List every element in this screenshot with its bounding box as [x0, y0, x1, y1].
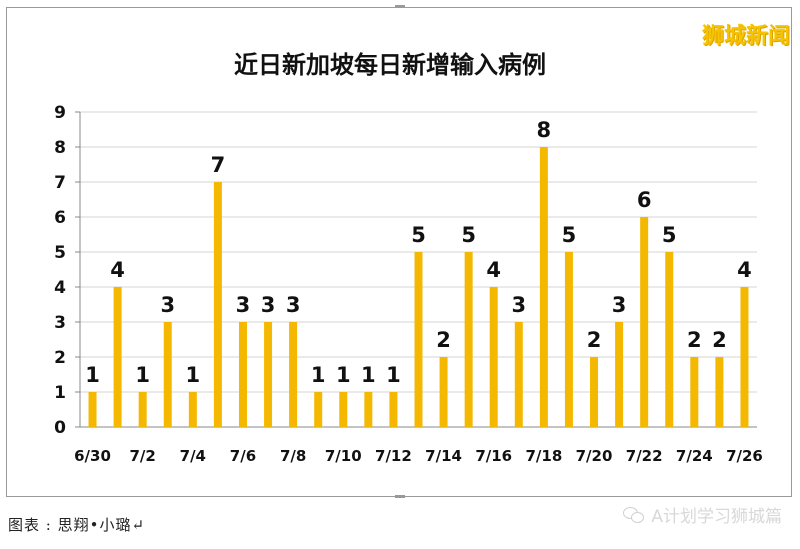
resize-handle-bottom[interactable]: [395, 495, 405, 498]
bar-7/3: [163, 322, 172, 427]
x-tick-label: 7/24: [676, 447, 713, 465]
x-tick-label: 6/30: [74, 447, 111, 465]
data-label: 3: [286, 293, 301, 317]
x-tick-label: 7/14: [425, 447, 462, 465]
y-tick-label: 7: [54, 173, 66, 193]
y-tick-label: 5: [54, 243, 66, 263]
data-label: 1: [336, 363, 351, 387]
bar-7/18: [539, 147, 548, 427]
source-text: A计划学习狮城篇: [651, 507, 782, 527]
data-label: 4: [486, 258, 501, 282]
bar-7/16: [489, 287, 498, 427]
data-label: 5: [461, 223, 476, 247]
data-label: 1: [361, 363, 376, 387]
x-tick-label: 7/2: [130, 447, 156, 465]
bar-7/6: [238, 322, 247, 427]
bar-7/1: [113, 287, 122, 427]
data-label: 5: [662, 223, 677, 247]
data-label: 4: [110, 258, 125, 282]
x-tick-label: 7/16: [475, 447, 512, 465]
data-label: 2: [436, 328, 451, 352]
chart-title: 近日新加坡每日新增输入病例: [234, 51, 546, 79]
data-label: 2: [587, 328, 602, 352]
bar-7/5: [213, 182, 222, 427]
y-tick-label: 4: [54, 278, 66, 298]
bars: [88, 147, 749, 427]
watermark-logo: 狮城新闻: [701, 24, 790, 49]
y-tick-label: 2: [54, 348, 66, 368]
x-tick-label: 7/22: [626, 447, 663, 465]
bar-7/20: [590, 357, 599, 427]
bar-7/26: [740, 287, 749, 427]
bar-6/30: [88, 392, 97, 427]
y-tick-label: 6: [54, 208, 66, 228]
x-tick-label: 7/18: [525, 447, 562, 465]
data-label: 3: [511, 293, 526, 317]
chart-credit: 图表 : 思翔•小璐↵: [8, 516, 146, 534]
bar-7/15: [464, 252, 473, 427]
data-label: 5: [411, 223, 426, 247]
bar-7/10: [339, 392, 348, 427]
bar-7/12: [389, 392, 398, 427]
x-tick-label: 7/12: [375, 447, 412, 465]
data-label: 2: [687, 328, 702, 352]
y-tick-label: 1: [54, 383, 66, 403]
bar-7/4: [188, 392, 197, 427]
y-tick-label: 0: [54, 418, 66, 438]
wechat-icon: [623, 506, 645, 523]
data-label: 1: [85, 363, 100, 387]
bar-7/2: [138, 392, 147, 427]
tick-labels: 6/30 7/2 7/4 7/6 7/8 7/10 7/12 7/14 7/16 7/18 7/20…: [74, 447, 763, 465]
resize-handle-top[interactable]: [395, 5, 405, 8]
bar-7/24: [690, 357, 699, 427]
data-label: 1: [386, 363, 401, 387]
bar-7/17: [514, 322, 523, 427]
bar-7/19: [564, 252, 573, 427]
bar-7/25: [715, 357, 724, 427]
bar-7/23: [665, 252, 674, 427]
bar-7/7: [264, 322, 273, 427]
bar-7/8: [289, 322, 298, 427]
source-label: A计划学习狮城篇: [623, 502, 782, 527]
y-tick-label: 9: [54, 103, 66, 123]
data-label: 3: [612, 293, 627, 317]
x-tick-label: 7/26: [726, 447, 763, 465]
data-label: 8: [537, 118, 552, 142]
x-tick-label: 7/10: [325, 447, 362, 465]
bar-7/14: [439, 357, 448, 427]
x-tick-label: 7/8: [280, 447, 306, 465]
data-label: 4: [737, 258, 752, 282]
data-label: 5: [562, 223, 577, 247]
bar-7/11: [364, 392, 373, 427]
x-tick-label: 7/6: [230, 447, 256, 465]
x-tick-label: 7/4: [180, 447, 206, 465]
y-tick-label: 8: [54, 138, 66, 158]
bar-7/13: [414, 252, 423, 427]
x-tick-label: 7/20: [576, 447, 613, 465]
data-label: 3: [261, 293, 276, 317]
y-tick-label: 3: [54, 313, 66, 333]
data-label: 3: [236, 293, 251, 317]
bar-7/9: [314, 392, 323, 427]
data-label: 2: [712, 328, 727, 352]
data-label: 6: [637, 188, 652, 212]
data-label: 1: [311, 363, 326, 387]
bar-7/21: [615, 322, 624, 427]
data-label: 1: [135, 363, 150, 387]
data-label: 3: [160, 293, 175, 317]
bar-7/22: [640, 217, 649, 427]
data-label: 7: [211, 153, 226, 177]
data-label: 1: [186, 363, 201, 387]
